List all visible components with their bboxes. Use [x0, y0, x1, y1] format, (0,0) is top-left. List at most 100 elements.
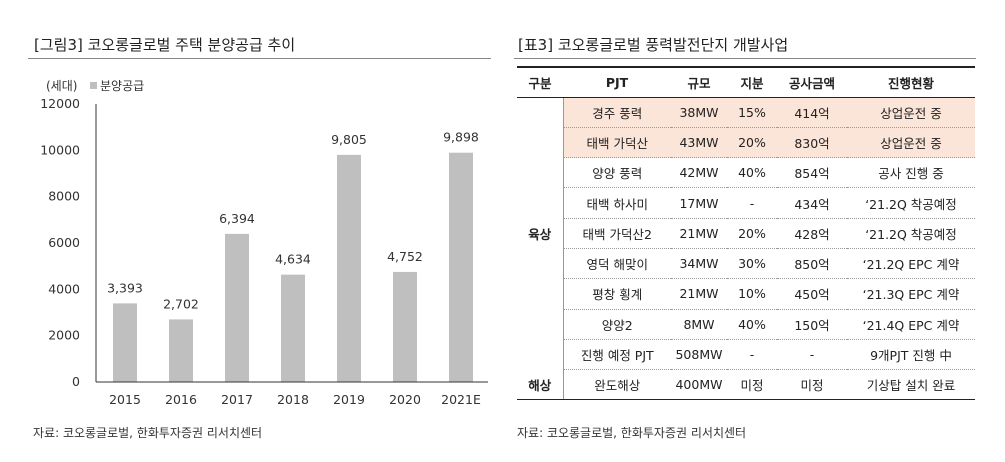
table-row: 태백 하사미 17MW -434억 ‘21.2Q 착공예정	[517, 187, 975, 219]
table-title: [표3] 코오롱글로벌 풍력발전단지 개발사업	[518, 36, 789, 54]
cell-size: 38MW	[671, 97, 727, 128]
table-header-row: 구분 PJT 규모 지분 공사금액 진행현황	[517, 67, 975, 98]
cell-amount: 450억	[777, 278, 847, 310]
cell-share: 30%	[727, 248, 777, 280]
cell-status: ‘21.4Q EPC 계약	[847, 309, 975, 340]
bar-2016	[169, 319, 193, 382]
value-label: 3,393	[107, 280, 143, 295]
cell-size: 508MW	[671, 339, 727, 371]
bar-2018	[281, 274, 305, 382]
cell-share: 15%	[727, 97, 777, 128]
cell-pjt: 양양2	[563, 309, 671, 340]
x-tick-label: 2017	[221, 392, 253, 407]
cell-status: 상업운전 중	[847, 127, 975, 159]
cell-share: 10%	[727, 278, 777, 310]
value-label: 6,394	[219, 211, 255, 226]
cell-status: 기상탑 설치 완료	[847, 369, 975, 401]
cell-status: 공사 진행 중	[847, 157, 975, 189]
header-category: 구분	[517, 67, 563, 98]
cell-status: ‘21.2Q 착공예정	[847, 187, 975, 219]
legend-swatch	[90, 82, 97, 89]
cell-amount: 850억	[777, 248, 847, 280]
y-tick-label: 10000	[40, 142, 80, 157]
x-tick-label: 2021E	[441, 392, 481, 407]
table-row: 육상 경주 풍력 38MW 15% 414억 상업운전 중	[517, 97, 975, 370]
cell-pjt: 경주 풍력	[563, 97, 671, 128]
table-row: 태백 가덕산 43MW 20% 830억 상업운전 중	[517, 127, 975, 159]
y-unit-label: (세대)	[46, 79, 77, 93]
cell-amount: 854억	[777, 157, 847, 189]
cell-size: 43MW	[671, 127, 727, 159]
cell-share: 20%	[727, 127, 777, 159]
cell-share: -	[727, 187, 777, 219]
cell-pjt: 태백 가덕산2	[563, 218, 671, 249]
cell-size: 400MW	[671, 369, 727, 401]
cell-amount: -	[777, 339, 847, 371]
table-row: 평창 횡계 21MW 10% 450억 ‘21.3Q EPC 계약	[517, 278, 975, 310]
x-tick-label: 2020	[389, 392, 421, 407]
legend-label: 분양공급	[100, 79, 144, 93]
header-pjt: PJT	[563, 67, 671, 98]
bar-chart: 0 2000 4000 6000 8000 10000 12000 3,393 2,702 6,…	[40, 79, 488, 407]
table-row: 영덕 해맞이 34MW 30% 850억 ‘21.2Q EPC 계약	[517, 248, 975, 280]
value-label: 9,805	[331, 132, 367, 147]
bar-2020	[393, 271, 417, 382]
table-row: 양양2 8MW 40% 150억 ‘21.4Q EPC 계약	[517, 309, 975, 340]
cell-share: 40%	[727, 309, 777, 340]
cell-status: 9개PJT 진행 中	[847, 339, 975, 371]
header-status: 진행현황	[847, 67, 975, 98]
header-size: 규모	[671, 67, 727, 98]
header-amount: 공사금액	[777, 67, 847, 98]
region-cell-land: 육상	[517, 97, 564, 370]
table-row: 태백 가덕산2 21MW 20% 428억 ‘21.2Q 착공예정	[517, 218, 975, 249]
cell-amount: 830억	[777, 127, 847, 159]
table-row: 양양 풍력 42MW 40% 854억 공사 진행 중	[517, 157, 975, 189]
value-label: 4,634	[275, 252, 311, 267]
x-tick-label: 2018	[277, 392, 309, 407]
bar-2019	[337, 154, 361, 382]
wind-project-table: 구분 PJT 규모 지분 공사금액 진행현황 육상 경주 풍력 38MW 15% 414…	[517, 66, 975, 401]
cell-pjt: 영덕 해맞이	[563, 248, 671, 280]
cell-amount: 150억	[777, 309, 847, 340]
cell-size: 42MW	[671, 157, 727, 189]
cell-pjt: 진행 예정 PJT	[563, 339, 671, 371]
cell-size: 21MW	[671, 218, 727, 249]
cell-size: 8MW	[671, 309, 727, 340]
table-title-rule	[514, 58, 976, 59]
cell-pjt: 평창 횡계	[563, 278, 671, 310]
chart-title-rule	[28, 58, 491, 59]
value-label: 2,702	[163, 296, 199, 311]
y-tick-label: 0	[72, 374, 80, 389]
chart-title: [그림3] 코오롱글로벌 주택 분양공급 추이	[34, 36, 296, 54]
bar-2017	[225, 233, 249, 382]
table-row: 진행 예정 PJT 508MW - -9개PJT 진행 中	[517, 339, 975, 371]
chart-source: 자료: 코오롱글로벌, 한화투자증권 리서치센터	[33, 426, 263, 440]
x-tick-label: 2016	[165, 392, 197, 407]
cell-status: 상업운전 중	[847, 97, 975, 128]
cell-share: -	[727, 339, 777, 371]
y-tick-label: 12000	[40, 96, 80, 111]
cell-size: 17MW	[671, 187, 727, 219]
cell-amount: 428억	[777, 218, 847, 249]
y-tick-label: 6000	[48, 235, 80, 250]
x-tick-label: 2015	[109, 392, 141, 407]
cell-share: 20%	[727, 218, 777, 249]
cell-pjt: 양양 풍력	[563, 157, 671, 189]
cell-status: ‘21.2Q EPC 계약	[847, 248, 975, 280]
cell-amount: 미정	[777, 369, 847, 401]
cell-size: 21MW	[671, 278, 727, 310]
x-tick-label: 2019	[333, 392, 365, 407]
cell-pjt: 태백 가덕산	[563, 127, 671, 159]
y-tick-label: 4000	[48, 281, 80, 296]
header-share: 지분	[727, 67, 777, 98]
y-tick-label: 2000	[48, 328, 80, 343]
value-label: 9,898	[443, 130, 479, 145]
cell-status: ‘21.3Q EPC 계약	[847, 278, 975, 310]
cell-share: 40%	[727, 157, 777, 189]
cell-pjt: 완도해상	[563, 369, 671, 401]
cell-share: 미정	[727, 369, 777, 401]
bar-2015	[113, 303, 137, 382]
cell-amount: 414억	[777, 97, 847, 128]
y-tick-label: 8000	[48, 189, 80, 204]
cell-status: ‘21.2Q 착공예정	[847, 218, 975, 249]
